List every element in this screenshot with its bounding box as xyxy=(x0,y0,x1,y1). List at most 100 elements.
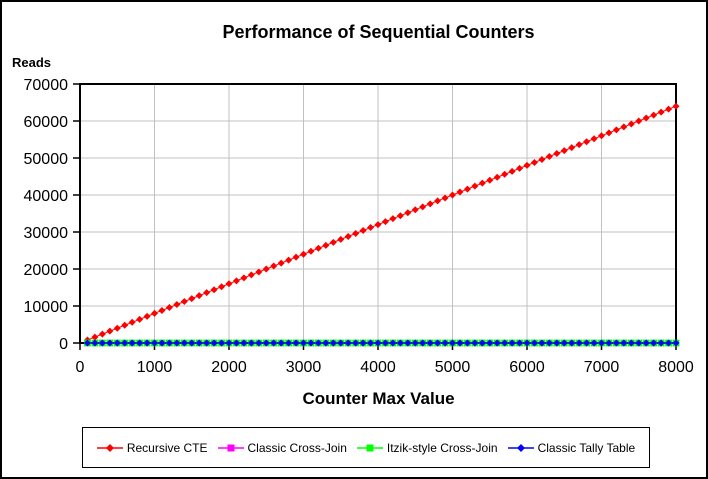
series-marker xyxy=(449,191,456,199)
series-marker xyxy=(151,339,158,347)
series-marker xyxy=(173,339,181,347)
series-marker xyxy=(344,339,352,347)
series-marker xyxy=(91,339,99,347)
series-marker xyxy=(396,212,404,220)
series-marker xyxy=(508,167,516,175)
series-marker xyxy=(143,312,151,320)
series-marker xyxy=(307,247,315,255)
series-marker xyxy=(128,318,136,326)
y-tick-label: 70000 xyxy=(24,77,69,94)
chart-title: Performance of Sequential Counters xyxy=(222,22,535,42)
series-marker xyxy=(449,339,456,347)
series-marker xyxy=(352,229,360,237)
square-marker-icon xyxy=(217,444,244,451)
series-marker xyxy=(225,280,233,288)
series-marker xyxy=(151,309,158,317)
series-marker xyxy=(203,339,211,347)
x-tick-label: 7000 xyxy=(584,359,620,376)
x-tick-label: 3000 xyxy=(286,359,322,376)
series-marker xyxy=(463,339,471,347)
series-marker xyxy=(672,339,680,347)
series-marker xyxy=(240,339,248,347)
legend: Recursive CTE Classic Cross-Join Itzik-sty… xyxy=(82,427,650,468)
series-marker xyxy=(232,339,240,347)
series-marker xyxy=(419,203,427,211)
series-marker xyxy=(314,244,322,252)
series-marker xyxy=(486,176,494,184)
series-marker xyxy=(136,339,144,347)
series-marker xyxy=(300,339,307,347)
series-marker xyxy=(538,155,546,163)
series-marker xyxy=(262,265,270,273)
series-marker xyxy=(262,339,270,347)
series-marker xyxy=(277,259,285,267)
series-marker xyxy=(83,339,91,347)
series-marker xyxy=(441,194,449,202)
series-marker xyxy=(232,277,240,285)
series-marker xyxy=(501,170,509,178)
series-marker xyxy=(381,339,389,347)
legend-label: Classic Cross-Join xyxy=(247,440,347,455)
series-marker xyxy=(530,339,538,347)
legend-label: Recursive CTE xyxy=(126,440,208,455)
series-marker xyxy=(121,321,129,329)
series-marker xyxy=(344,232,352,240)
series-marker xyxy=(158,339,166,347)
series-marker xyxy=(247,271,255,279)
series-marker xyxy=(374,339,382,347)
series-marker xyxy=(329,339,337,347)
series-marker xyxy=(627,120,635,128)
series-marker xyxy=(218,283,226,291)
series-marker xyxy=(188,339,196,347)
series-marker xyxy=(374,221,382,229)
series-marker xyxy=(650,339,658,347)
series-marker xyxy=(635,339,643,347)
x-tick-label: 8000 xyxy=(658,359,694,376)
series-marker xyxy=(426,339,434,347)
series-marker xyxy=(612,339,620,347)
x-tick-label: 5000 xyxy=(435,359,471,376)
series-marker xyxy=(493,173,501,181)
series-marker xyxy=(285,256,293,264)
series-marker xyxy=(426,200,434,208)
x-tick-label: 0 xyxy=(76,359,85,376)
x-tick-label: 6000 xyxy=(509,359,545,376)
series-marker xyxy=(247,339,255,347)
series-marker xyxy=(404,339,412,347)
series-marker xyxy=(292,339,300,347)
series-marker xyxy=(419,339,427,347)
diamond-marker-icon xyxy=(96,443,123,452)
series-marker xyxy=(635,117,643,125)
y-axis-title: Reads xyxy=(12,55,52,70)
legend-item-1: Classic Cross-Join xyxy=(217,440,347,455)
series-marker xyxy=(143,339,151,347)
series-marker xyxy=(583,339,591,347)
series-marker xyxy=(672,102,680,110)
series-marker xyxy=(322,339,330,347)
series-marker xyxy=(575,339,583,347)
x-axis-title: Counter Max Value xyxy=(302,389,455,408)
series-marker xyxy=(180,298,188,306)
series-marker xyxy=(98,330,106,338)
series-marker xyxy=(329,238,337,246)
series-marker xyxy=(590,135,598,143)
series-marker xyxy=(605,129,613,137)
series-marker xyxy=(508,339,516,347)
series-marker xyxy=(545,339,553,347)
series-marker xyxy=(657,108,665,116)
series-marker xyxy=(598,339,605,347)
series-marker xyxy=(456,188,464,196)
series-marker xyxy=(195,292,203,300)
y-tick-label: 0 xyxy=(59,336,68,353)
series-marker xyxy=(314,339,322,347)
series-marker xyxy=(523,339,531,347)
series-marker xyxy=(180,339,188,347)
series-marker xyxy=(337,339,345,347)
series-marker xyxy=(337,235,345,243)
series-marker xyxy=(605,339,613,347)
series-marker xyxy=(240,274,248,282)
series-marker xyxy=(91,333,99,341)
series-marker xyxy=(665,105,673,113)
series-marker xyxy=(598,132,605,140)
series-marker xyxy=(389,339,397,347)
